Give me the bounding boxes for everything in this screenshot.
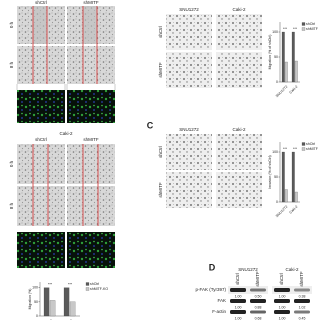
significance: ***: [48, 283, 53, 287]
significance: ***: [293, 27, 298, 31]
band-ratio: 1.00: [235, 294, 242, 298]
band-ratio: 1.00: [279, 316, 286, 320]
x-tick-label: SNU1272: [275, 205, 289, 219]
cell-line-label: Caki-2: [232, 127, 246, 132]
y-tick-label: 0: [276, 200, 278, 204]
legend-swatch: [301, 27, 306, 31]
row-label: shMITF: [299, 271, 304, 287]
row-label: 8 h: [9, 61, 14, 68]
bar: [63, 287, 70, 317]
x-tick-label: SNU1272: [275, 85, 289, 99]
row-label: 0 h: [9, 160, 14, 167]
image-panels: [16, 6, 312, 314]
significance: ***: [293, 147, 298, 151]
row-label: shMITF: [158, 62, 163, 78]
x-tick-label: Caki-2: [288, 85, 298, 95]
blot-label: FAK: [217, 298, 226, 303]
blot-label: F-actin: [212, 309, 226, 314]
legend-label: shMITF: [306, 27, 318, 31]
band-ratio: 1.00: [235, 316, 242, 320]
row-label: shMITF: [158, 182, 163, 198]
cell-line-label: SNU1272: [179, 7, 199, 12]
row-label: shCtrl: [279, 273, 284, 285]
band-ratio: 0.45: [299, 316, 306, 320]
row-label: shCtrl: [235, 273, 240, 285]
y-tick-label: 0: [276, 80, 278, 84]
cell-line-label: Caki-2: [285, 267, 299, 272]
bar: [49, 300, 56, 317]
legend-swatch: [301, 142, 306, 146]
row-label: 0 h: [9, 21, 14, 28]
bar: [291, 31, 295, 83]
y-tick-label: 50: [274, 175, 278, 179]
panel-letter: C: [147, 120, 154, 130]
bar: [284, 61, 288, 83]
legend-label: shCtrl: [306, 22, 315, 26]
column-label: shMITF: [83, 137, 99, 142]
bar: [69, 301, 76, 317]
column-label: shMITF: [83, 0, 99, 5]
y-axis-label: Migration (%): [28, 289, 32, 310]
bar: [294, 60, 298, 83]
bar: [284, 189, 288, 203]
cell-line-label: Caki-2: [232, 7, 246, 12]
blot-label: p-FAK (Tyr397): [195, 287, 226, 292]
y-tick-label: 100: [272, 150, 278, 154]
legend-label: shCtrl: [306, 142, 315, 146]
significance: ***: [68, 283, 73, 287]
band-ratio: 0.50: [255, 294, 262, 298]
cell-line-label: Caki-2: [59, 131, 73, 136]
cell-line-label: SNU1272: [238, 267, 258, 272]
legend-swatch: [301, 22, 306, 26]
legend-swatch: [85, 282, 90, 286]
band-ratio: 0.38: [299, 294, 306, 298]
column-label: shCtrl: [35, 137, 47, 142]
legend-label: shCtrl: [90, 282, 99, 286]
legend-label: shMITF: [306, 147, 318, 151]
y-tick-label: 100: [32, 286, 38, 290]
bar: [281, 151, 285, 203]
row-label: shMITF: [255, 271, 260, 287]
significance: ***: [283, 147, 288, 151]
significance: ***: [283, 27, 288, 31]
panel-letter: D: [209, 262, 216, 272]
y-axis-label: Migration (% of shCtrl): [268, 35, 272, 70]
y-tick-label: 100: [272, 30, 278, 34]
band-ratio: 0.88: [255, 305, 262, 309]
row-label: 8 h: [9, 202, 14, 209]
legend-swatch: [85, 287, 90, 291]
legend-label: shMITF-KO: [90, 287, 108, 291]
band-ratio: 1.00: [279, 305, 286, 309]
bar: [43, 287, 50, 317]
y-axis-label: Invasion (% of shCtrl): [268, 155, 272, 188]
band-ratio: 1.00: [279, 294, 286, 298]
y-tick-label: 50: [34, 300, 38, 304]
y-tick-label: 0: [36, 314, 38, 318]
bar: [294, 191, 298, 203]
row-label: shCtrl: [158, 146, 163, 158]
band-ratio: 0.68: [255, 316, 262, 320]
row-label: shCtrl: [158, 26, 163, 38]
x-tick-label: Caki-2: [288, 205, 298, 215]
band-ratio: 1.00: [235, 305, 242, 309]
bar: [291, 151, 295, 203]
column-label: shCtrl: [35, 0, 47, 5]
y-tick-label: 50: [274, 55, 278, 59]
legend-swatch: [301, 147, 306, 151]
cell-line-label: SNU1272: [179, 127, 199, 132]
band-ratio: 1.02: [299, 305, 306, 309]
bar: [281, 31, 285, 83]
